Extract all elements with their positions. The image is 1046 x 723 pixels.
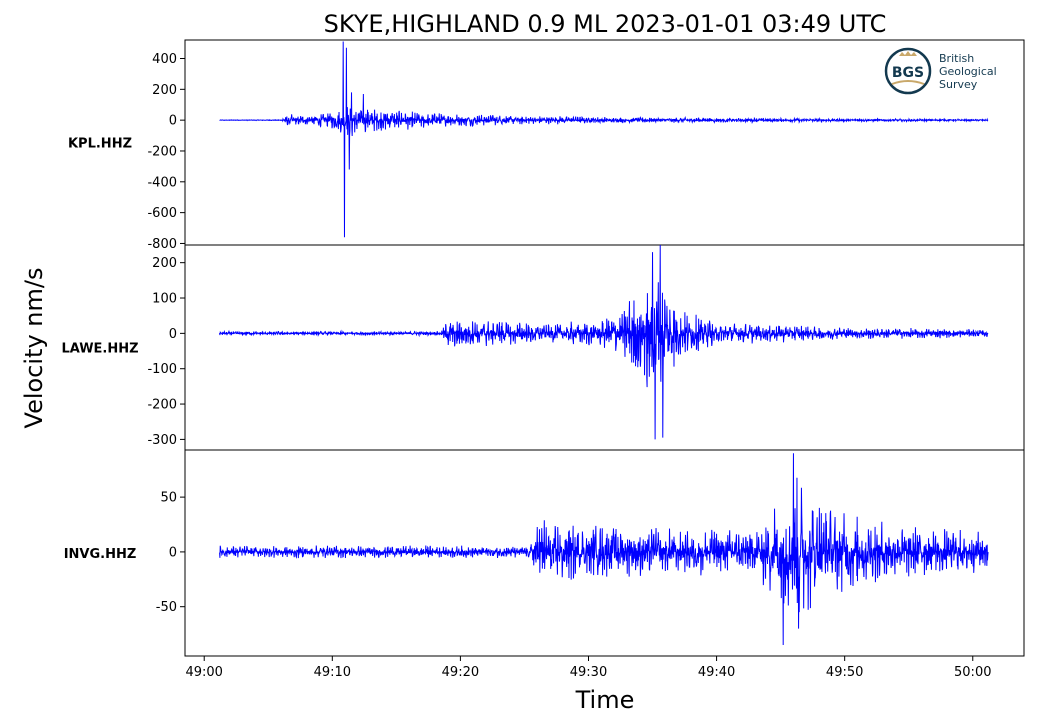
panel-frame <box>184 449 1025 657</box>
y-tick-label: 50 <box>160 491 177 506</box>
x-tick-label: 49:00 <box>185 665 222 680</box>
x-tick-label: 50:00 <box>954 665 991 680</box>
y-tick-label: -200 <box>147 144 177 159</box>
x-tick-label: 49:30 <box>570 665 607 680</box>
panel-lawe-hhz: 200 100 0 -100 -200 -300 LAWE.HHZ <box>61 244 1025 451</box>
x-tick-label: 49:50 <box>826 665 863 680</box>
y-tick-label: 0 <box>169 114 177 129</box>
bgs-logo: BGS British Geological Survey <box>884 47 997 95</box>
x-axis: 49:00 49:10 49:20 49:30 49:40 49:50 50:00 <box>185 656 991 680</box>
y-tick-label: 200 <box>152 256 177 271</box>
y-tick-label: -600 <box>147 206 177 221</box>
waveform-trace <box>219 41 989 238</box>
logo-badge: BGS <box>892 65 924 81</box>
station-label: KPL.HHZ <box>68 137 132 152</box>
panel-kpl-hhz: 400 200 0 -200 -400 -600 -800 KPL.HHZ <box>68 39 1025 252</box>
logo-line-1: British <box>939 52 974 65</box>
x-tick-label: 49:40 <box>698 665 735 680</box>
y-tick-label: -400 <box>147 175 177 190</box>
logo-swoosh <box>891 80 925 85</box>
y-tick-label: -200 <box>147 398 177 413</box>
station-label: LAWE.HHZ <box>61 342 138 357</box>
x-axis-label: Time <box>575 686 635 714</box>
crown-icon <box>899 51 917 56</box>
panel-invg-hhz: 50 0 -50 INVG.HHZ <box>64 449 1025 657</box>
y-tick-label: 0 <box>169 327 177 342</box>
y-tick-label: -800 <box>147 237 177 252</box>
x-tick-label: 49:10 <box>314 665 351 680</box>
x-tick-label: 49:20 <box>442 665 479 680</box>
y-tick-label: 100 <box>152 292 177 307</box>
y-tick-label: 200 <box>152 83 177 98</box>
y-axis-label: Velocity nm/s <box>20 268 48 429</box>
y-tick-label: 0 <box>169 545 177 560</box>
logo-line-3: Survey <box>939 78 978 91</box>
logo-line-2: Geological <box>939 65 997 78</box>
y-tick-label: 400 <box>152 52 177 67</box>
y-tick-label: -50 <box>156 600 177 615</box>
waveform-trace <box>219 453 989 646</box>
y-tick-label: -300 <box>147 433 177 448</box>
waveform-trace <box>219 244 989 440</box>
chart-title: SKYE,HIGHLAND 0.9 ML 2023-01-01 03:49 UT… <box>324 10 887 38</box>
panels-group: 400 200 0 -200 -400 -600 -800 KPL.HHZ 200 100 0 -10… <box>61 39 1025 657</box>
station-label: INVG.HHZ <box>64 547 137 562</box>
y-tick-label: -100 <box>147 362 177 377</box>
